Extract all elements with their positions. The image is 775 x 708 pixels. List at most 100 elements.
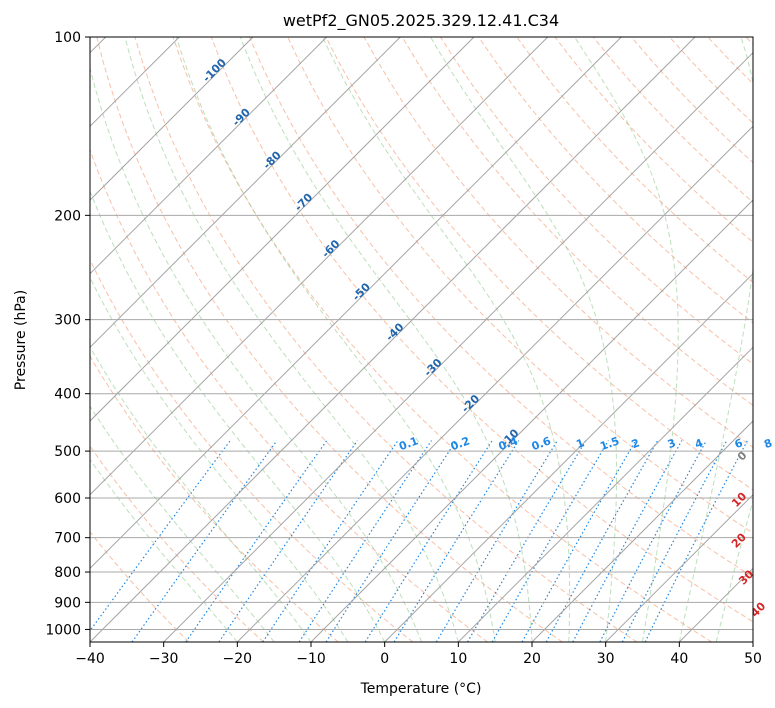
dry-adiabat [592, 37, 753, 203]
dry-adiabat [172, 37, 712, 642]
dry-adiabat [325, 37, 753, 491]
dry-adiabat [210, 37, 753, 623]
mixing-ratio-line [218, 440, 358, 642]
isotherm-line [90, 37, 475, 422]
mixing-ratio-line [90, 440, 231, 632]
moist-adiabat [90, 276, 349, 642]
mixing-ratio-label: 6 [733, 436, 745, 451]
x-tick-label: 30 [597, 651, 615, 667]
mixing-ratio-line [435, 440, 558, 642]
isotherm-label: -100 [200, 56, 229, 85]
dry-adiabat [478, 37, 753, 324]
isotherm-line [531, 420, 753, 642]
dry-adiabat [669, 37, 753, 124]
isotherm-line [163, 51, 753, 642]
isotherm-label: -60 [319, 237, 342, 260]
isotherm-line [605, 493, 753, 642]
isotherm-line [752, 641, 753, 642]
moist-adiabat [430, 37, 617, 642]
mixing-ratio-line [185, 440, 328, 642]
x-tick-label: 50 [744, 651, 762, 667]
isotherm-label: -50 [350, 280, 373, 303]
theta-e-label: 10 [729, 490, 749, 510]
mixing-ratio-label: 0.6 [530, 434, 553, 453]
isotherm-line [90, 37, 328, 275]
moist-adiabat [239, 37, 533, 642]
mixing-ratio-line [572, 440, 683, 642]
moist-adiabat [175, 37, 496, 642]
mixing-ratio-label: 1 [574, 436, 586, 451]
isotherm-label: -70 [292, 190, 315, 213]
dry-adiabat [90, 445, 264, 642]
mixing-ratio-line [491, 440, 609, 642]
mixing-ratio-label: 0.1 [397, 434, 420, 453]
isotherm-line [90, 37, 401, 349]
mixing-ratio-line [325, 440, 457, 642]
plot-frame [89, 36, 754, 643]
y-tick-label: 400 [54, 387, 81, 403]
isotherm-line [90, 37, 622, 570]
grid-lines [90, 37, 753, 642]
x-tick-label: 0 [380, 651, 389, 667]
y-tick-label: 900 [54, 595, 81, 611]
mixing-ratio-label: 3 [666, 436, 678, 451]
mixing-ratio-line [599, 440, 707, 642]
y-tick-label: 200 [54, 208, 81, 224]
x-tick-label: 10 [449, 651, 467, 667]
moist-adiabat [678, 37, 753, 642]
mixing-ratio-line [466, 440, 587, 642]
mixing-ratio-line [364, 440, 493, 642]
x-tick-label: 40 [670, 651, 688, 667]
y-tick-label: 300 [54, 313, 81, 329]
y-tick-label: 700 [54, 531, 81, 547]
x-tick-label: −40 [75, 651, 105, 667]
isotherm-line [90, 37, 254, 201]
mixing-ratio-line [262, 440, 399, 642]
y-tick-label: 500 [54, 444, 81, 460]
mixing-ratio-label: 1.5 [598, 434, 621, 453]
y-tick-label: 600 [54, 491, 81, 507]
moist-adiabat [90, 189, 386, 642]
mixing-ratio-label: 2 [630, 436, 642, 451]
moist-adiabat [322, 37, 571, 642]
isotherm-label: -30 [421, 356, 444, 379]
mixing-ratio-label: 8 [762, 436, 774, 451]
x-tick-label: −20 [223, 651, 253, 667]
isotherm-line [384, 272, 753, 642]
isotherm-line [678, 567, 753, 642]
theta-e-label: 20 [729, 530, 749, 550]
moist-adiabat [124, 37, 459, 642]
mixing-ratio-line [298, 440, 432, 642]
y-tick-label: 1000 [45, 622, 81, 638]
axis-ticks: −40 −30 −20 −10 0 10 20 30 40 5010020030040050060… [45, 30, 762, 667]
dry-adiabat [249, 37, 753, 578]
x-tick-label: 20 [523, 651, 541, 667]
isotherm-line [90, 37, 696, 642]
moist-adiabat [90, 65, 422, 642]
isotherm-line [236, 125, 753, 642]
dry-adiabat [90, 148, 488, 642]
y-tick-label: 100 [54, 30, 81, 46]
moist-adiabat [574, 37, 679, 642]
dry-adiabat [287, 37, 753, 534]
moist-adiabat [90, 405, 275, 642]
mixing-ratio-line [393, 440, 520, 642]
mixing-ratio-label: 0.4 [497, 434, 520, 453]
dry-adiabat [90, 258, 414, 642]
dry-adiabat [363, 37, 753, 448]
mixing-ratio-line [521, 440, 637, 642]
mixing-ratio-line [131, 440, 278, 642]
background-lines [90, 37, 753, 642]
dry-adiabat [401, 37, 753, 406]
mixing-ratio-label: 0.2 [449, 434, 472, 453]
isotherm-line [90, 37, 549, 496]
dry-adiabat [745, 37, 753, 45]
mixing-ratio-line [545, 440, 659, 642]
y-axis-label: Pressure (hPa) [13, 290, 29, 390]
dry-adiabat [96, 37, 563, 642]
moist-adiabat [90, 458, 238, 642]
x-tick-label: −30 [149, 651, 179, 667]
x-axis-label: Temperature (°C) [360, 681, 482, 697]
isotherm-line [310, 199, 753, 642]
